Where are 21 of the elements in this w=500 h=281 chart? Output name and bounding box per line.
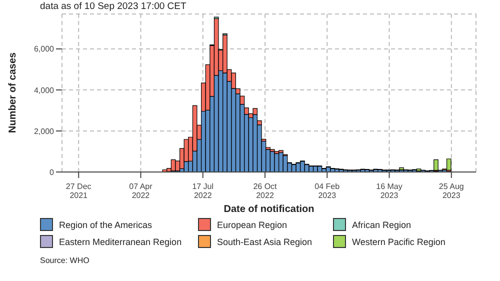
y-tick-label: 2,000: [34, 126, 55, 136]
x-axis-title: Date of notification: [224, 204, 314, 215]
y-tick-label: 6,000: [34, 44, 55, 54]
x-tick-label: 25 Aug 2023: [438, 182, 464, 200]
x-tick-label: 07 Apr 2022: [129, 182, 153, 200]
x-tick-label: 16 May 2023: [376, 182, 402, 200]
legend-label: Region of the Americas: [59, 220, 152, 230]
x-tick-label: 27 Dec 2021: [66, 182, 92, 200]
x-tick-label: 17 Jul 2022: [192, 182, 214, 200]
y-tick-label: 4,000: [34, 86, 55, 95]
legend-label: Eastern Mediterranean Region: [59, 236, 182, 246]
y-tick-label: 0: [50, 168, 55, 177]
chart-subtitle: data as of 10 Sep 2023 17:00 CET: [40, 1, 188, 12]
legend-label: African Region: [352, 220, 412, 230]
legend-label: Western Pacific Region: [352, 236, 446, 246]
y-axis-title: Number of cases: [8, 52, 19, 133]
legend-label: European Region: [217, 220, 288, 230]
source-note: Source: WHO: [40, 256, 90, 265]
x-tick-label: 04 Feb 2023: [314, 182, 340, 200]
legend-label: South-East Asia Region: [217, 236, 312, 246]
x-tick-label: 26 Oct 2022: [253, 182, 278, 200]
